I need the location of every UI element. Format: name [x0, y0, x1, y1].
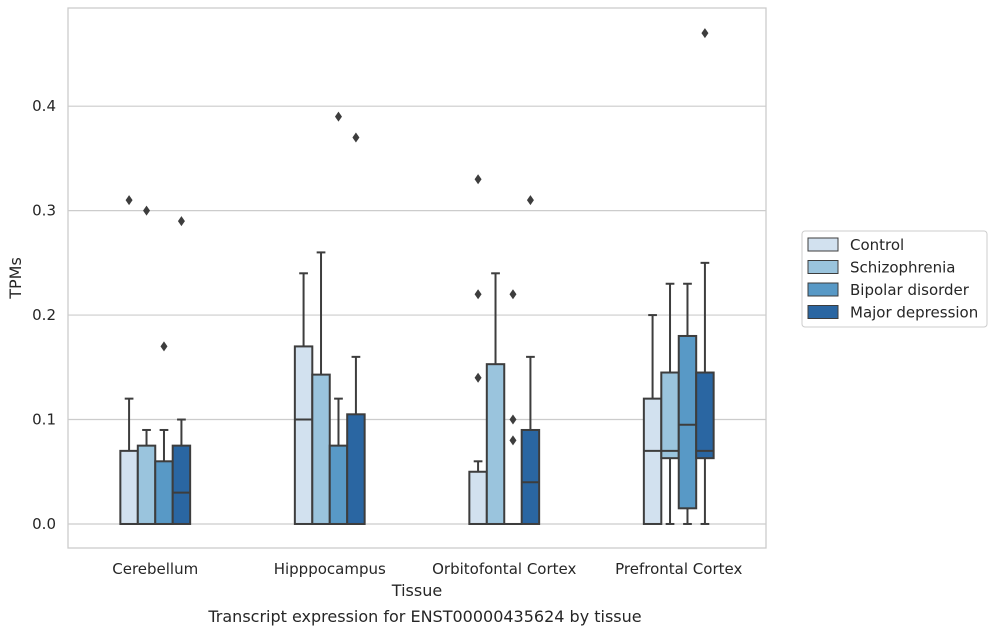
box-control: [119, 195, 139, 525]
x-tick-label: Prefrontal Cortex: [615, 560, 742, 578]
legend-item: Major depression: [807, 304, 978, 322]
legend-swatch: [807, 237, 839, 252]
legend: Control Schizophrenia Bipolar disorder Majo…: [801, 230, 988, 328]
x-tick-label: Orbitofontal Cortex: [432, 560, 576, 578]
box-bipolar-disorder: [503, 289, 523, 525]
box: [311, 373, 331, 525]
outlier-point: [160, 341, 168, 352]
outlier-point: [177, 216, 185, 227]
box: [119, 449, 139, 525]
box: [136, 444, 157, 525]
outlier-point: [474, 289, 482, 300]
y-tick-label: 0.3: [32, 202, 56, 220]
outlier-point: [352, 132, 360, 143]
legend-label: Control: [850, 236, 904, 254]
outlier-point: [334, 111, 342, 122]
y-tick-labels: 0.0 0.1 0.2 0.3 0.4: [32, 97, 56, 533]
legend-swatch: [807, 305, 839, 319]
box-schizophrenia: [136, 205, 157, 525]
chart-caption: Transcript expression for ENST0000043562…: [207, 607, 641, 626]
y-tick-label: 0.4: [32, 97, 56, 115]
x-tick-label: Cerebellum: [112, 560, 198, 578]
outlier-point: [474, 372, 482, 383]
outlier-point: [701, 28, 709, 39]
legend-swatch: [807, 282, 839, 297]
box: [695, 371, 715, 460]
legend-frame: [801, 230, 988, 328]
outlier-point: [509, 414, 517, 425]
box-bipolar-disorder: [328, 111, 349, 525]
outlier-point: [474, 174, 482, 185]
box: [346, 413, 366, 525]
box-control: [468, 174, 488, 525]
box: [660, 371, 680, 460]
y-tick-label: 0.0: [32, 515, 56, 533]
box: [485, 363, 506, 525]
outlier-point: [143, 205, 151, 216]
legend-label: Schizophrenia: [850, 259, 955, 277]
box-major-depression: [171, 216, 192, 525]
legend-swatch: [807, 260, 839, 274]
box-control: [293, 272, 314, 525]
box: [154, 460, 174, 525]
legend-item: Schizophrenia: [807, 259, 955, 277]
box-major-depression: [520, 195, 541, 525]
y-axis-label: TPMs: [6, 257, 25, 300]
legend-item: Control: [807, 236, 904, 254]
box: [520, 428, 541, 525]
outlier-point: [509, 435, 517, 446]
plot-frame: [67, 7, 767, 549]
box-major-depression: [695, 28, 715, 525]
outlier-point: [509, 289, 517, 300]
legend-item: Bipolar disorder: [807, 281, 970, 299]
legend-label: Major depression: [850, 304, 978, 322]
box-major-depression: [346, 132, 366, 525]
box: [328, 444, 349, 525]
x-tick-labels: Cerebellum Hipppocampus Orbitofontal Corte…: [112, 560, 742, 578]
box: [468, 470, 488, 525]
legend-label: Bipolar disorder: [850, 281, 970, 299]
box-bipolar-disorder: [154, 341, 174, 525]
box-control: [642, 314, 663, 525]
outlier-point: [125, 195, 133, 206]
boxes: [119, 28, 715, 525]
y-tick-label: 0.1: [32, 411, 56, 429]
box: [677, 334, 698, 510]
x-axis-label: Tissue: [391, 581, 442, 600]
y-tick-label: 0.2: [32, 306, 56, 324]
box: [642, 397, 663, 525]
box: [171, 444, 192, 525]
box-schizophrenia: [660, 282, 680, 525]
box: [293, 345, 314, 525]
box-schizophrenia: [485, 272, 506, 525]
outlier-point: [526, 195, 534, 206]
box-bipolar-disorder: [677, 282, 698, 525]
box-schizophrenia: [311, 251, 331, 525]
x-tick-label: Hipppocampus: [274, 560, 386, 578]
